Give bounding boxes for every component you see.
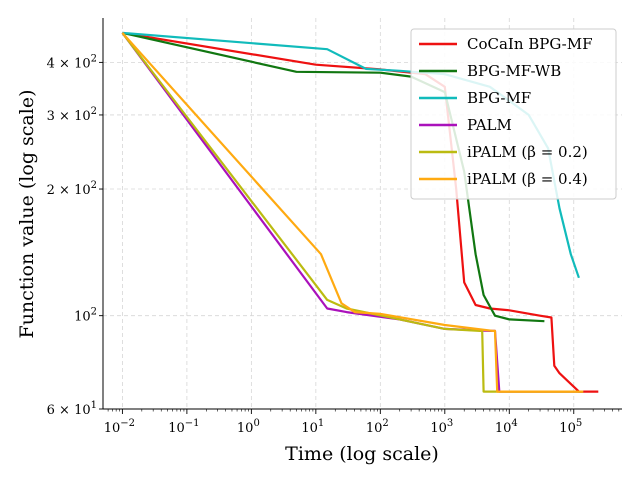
x-tick-label: 10−1	[168, 418, 199, 436]
x-tick-label: 102	[366, 418, 389, 436]
y-axis-ticks: 6 × 101 102 2 × 102 3 × 102 4 × 102	[47, 53, 103, 418]
legend: CoCaIn BPG-MF BPG-MF-WB BPG-MF PALM iPALM (β…	[410, 28, 617, 200]
legend-label: BPG-MF-WB	[467, 62, 561, 80]
axes	[102, 18, 622, 410]
legend-label: iPALM (β = 0.4)	[467, 170, 588, 188]
y-axis-label: Function value (log scale)	[16, 90, 38, 339]
y-tick-label: 102	[74, 307, 97, 325]
x-tick-label: 103	[430, 418, 453, 436]
x-tick-label: 104	[495, 418, 518, 436]
x-axis-ticks: 10−2 10−1 100 101 102 103 104 105	[104, 409, 620, 436]
legend-box	[410, 28, 617, 200]
y-tick-label: 4 × 102	[47, 53, 97, 71]
x-axis-label: Time (log scale)	[285, 443, 439, 465]
y-tick-label: 6 × 101	[47, 400, 97, 418]
legend-label: iPALM (β = 0.2)	[467, 143, 588, 161]
x-tick-label: 105	[559, 418, 582, 436]
y-tick-label: 3 × 102	[47, 106, 97, 124]
legend-label: BPG-MF	[467, 89, 531, 107]
x-tick-label: 100	[237, 418, 260, 436]
x-tick-label: 101	[301, 418, 324, 436]
legend-label: PALM	[467, 116, 512, 134]
legend-label: CoCaIn BPG-MF	[467, 35, 593, 53]
y-tick-label: 2 × 102	[47, 180, 97, 198]
series-line	[121, 32, 584, 393]
x-tick-label: 10−2	[104, 418, 135, 436]
series-line	[121, 32, 584, 393]
